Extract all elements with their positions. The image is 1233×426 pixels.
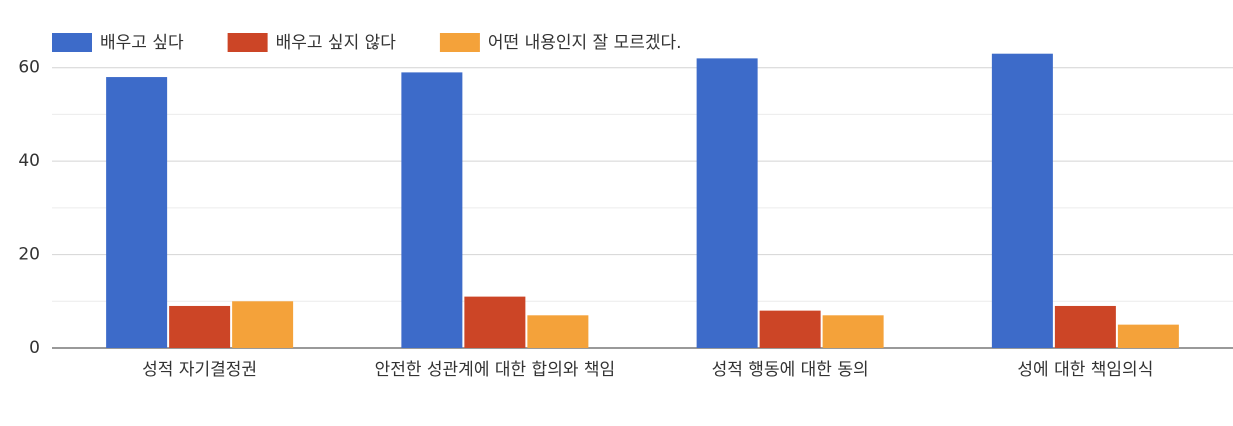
x-tick-label: 안전한 성관계에 대한 합의와 책임 (374, 360, 616, 380)
bar (106, 77, 168, 349)
legend-swatch (439, 33, 480, 52)
bar (232, 301, 294, 348)
x-tick-label: 성에 대한 책임의식 (1017, 360, 1154, 380)
bar (527, 315, 589, 348)
bar (401, 72, 463, 348)
x-tick-label-box: 성적 자기결정권 (142, 360, 258, 380)
legend-swatch (52, 33, 92, 52)
y-tick-label: 40 (18, 151, 40, 171)
x-tick-label: 성적 자기결정권 (142, 360, 258, 380)
bar (822, 315, 884, 348)
y-tick-label: 20 (18, 245, 40, 265)
legend-label: 배우고 싶다 (100, 33, 184, 53)
bar (1054, 305, 1116, 348)
bar (1117, 324, 1179, 348)
y-tick-label: 60 (18, 58, 40, 78)
legend-label: 배우고 싶지 않다 (276, 33, 397, 53)
bar (696, 58, 758, 348)
legend-swatch (227, 33, 268, 52)
bar (169, 305, 231, 348)
x-tick-label: 성적 행동에 대한 동의 (711, 360, 869, 380)
x-tick-label-box: 성에 대한 책임의식 (1017, 360, 1154, 380)
x-tick-label-box: 안전한 성관계에 대한 합의와 책임 (374, 360, 616, 380)
legend-label: 어떤 내용인지 잘 모르겠다. (488, 33, 682, 53)
x-tick-label-box: 성적 행동에 대한 동의 (711, 360, 869, 380)
y-tick-label: 0 (29, 338, 40, 358)
bar (464, 296, 526, 348)
bar (991, 53, 1053, 348)
bar (759, 310, 821, 348)
